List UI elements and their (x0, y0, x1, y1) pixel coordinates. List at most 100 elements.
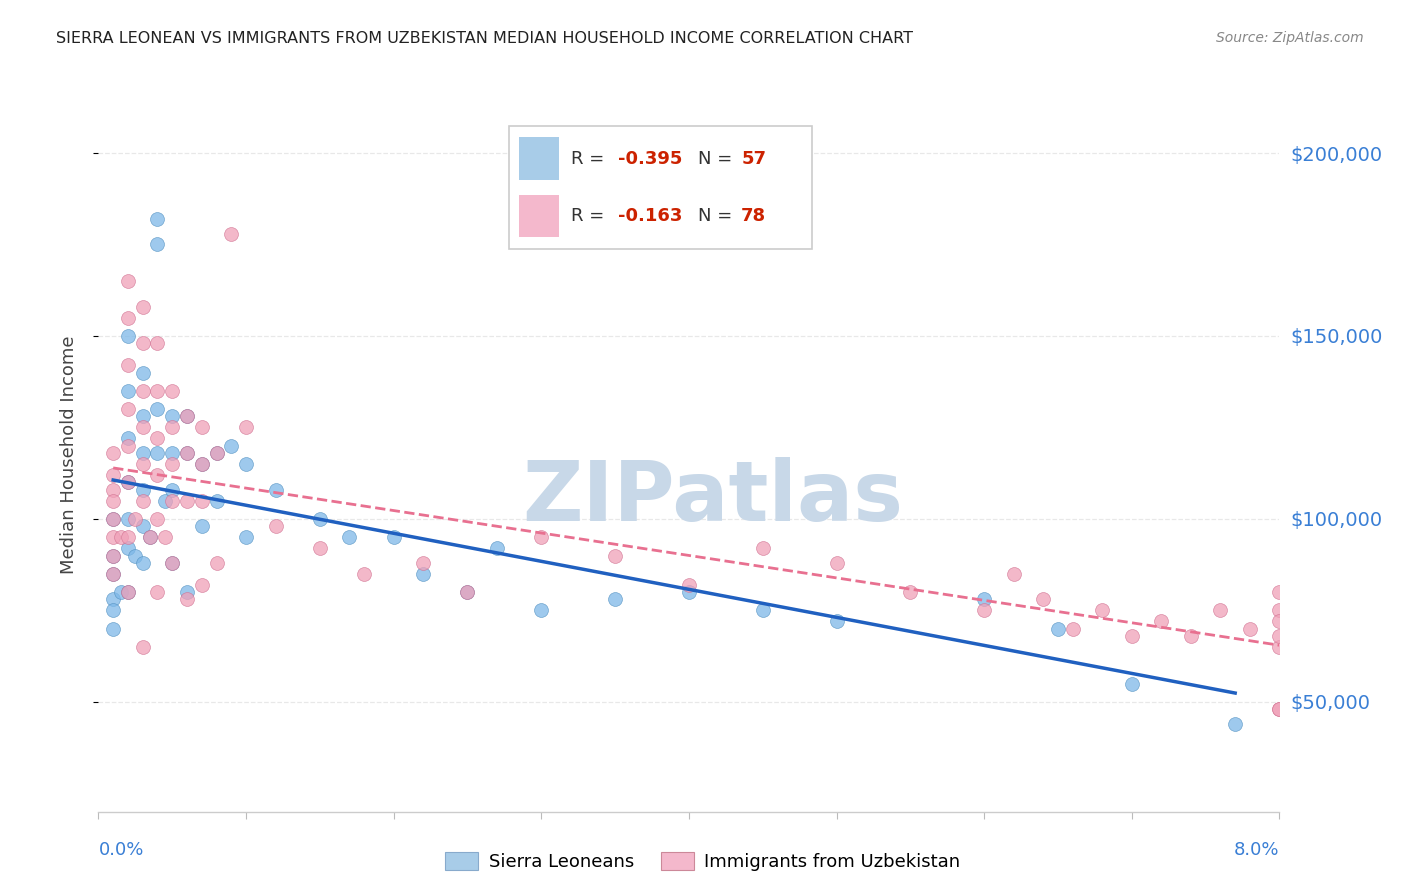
Point (117, 384, 139, 398)
Point (103, 493, 125, 508)
Point (1046, 622, 1069, 636)
Point (825, 556, 848, 570)
Point (139, 530, 162, 544)
Point (1180, 629, 1202, 643)
Point (751, 541, 773, 556)
Point (191, 493, 214, 508)
Point (132, 519, 155, 533)
Point (117, 402, 139, 417)
Point (117, 585, 139, 599)
Point (825, 615, 848, 629)
Point (146, 384, 169, 398)
Point (412, 556, 434, 570)
Point (103, 512, 125, 526)
Point (162, 409, 183, 424)
Text: Source: ZipAtlas.com: Source: ZipAtlas.com (1216, 31, 1364, 45)
Point (382, 530, 405, 544)
Point (1121, 676, 1143, 690)
Point (146, 211, 169, 226)
Point (308, 512, 332, 526)
Point (153, 493, 176, 508)
Text: 0.0%: 0.0% (98, 841, 143, 859)
Point (605, 549, 627, 563)
Point (103, 603, 125, 617)
Point (176, 409, 198, 424)
Point (124, 512, 146, 526)
Point (103, 446, 125, 460)
Point (146, 585, 169, 599)
Point (146, 237, 169, 252)
Point (264, 519, 287, 533)
Point (132, 420, 155, 434)
Text: 78: 78 (741, 207, 766, 225)
Point (162, 556, 183, 570)
Point (235, 457, 257, 471)
Point (191, 457, 214, 471)
Point (146, 402, 169, 417)
Point (103, 549, 125, 563)
Point (117, 310, 139, 325)
Point (117, 439, 139, 453)
Text: -0.163: -0.163 (617, 207, 682, 225)
Point (1268, 585, 1291, 599)
Point (1032, 592, 1054, 607)
Point (751, 603, 773, 617)
Point (1062, 622, 1084, 636)
Point (191, 457, 214, 471)
Point (146, 468, 169, 483)
Point (146, 446, 169, 460)
Point (132, 409, 155, 424)
Point (132, 366, 155, 380)
Point (605, 592, 627, 607)
Point (132, 493, 155, 508)
Point (973, 592, 995, 607)
Point (1268, 615, 1291, 629)
Text: N =: N = (697, 207, 738, 225)
Point (176, 592, 198, 607)
Point (162, 483, 183, 497)
Point (176, 446, 198, 460)
Text: 8.0%: 8.0% (1234, 841, 1279, 859)
Point (176, 493, 198, 508)
Point (900, 585, 922, 599)
Point (176, 585, 198, 599)
Point (110, 530, 132, 544)
Point (162, 384, 183, 398)
Point (146, 432, 169, 446)
Point (117, 274, 139, 288)
Point (235, 420, 257, 434)
Point (176, 446, 198, 460)
Point (1209, 603, 1232, 617)
Bar (519, 137, 558, 180)
Point (117, 530, 139, 544)
Point (117, 329, 139, 343)
Point (973, 603, 995, 617)
Point (1091, 603, 1114, 617)
Point (162, 493, 183, 508)
Point (103, 549, 125, 563)
Point (132, 300, 155, 314)
Point (117, 585, 139, 599)
Point (103, 483, 125, 497)
Point (162, 446, 183, 460)
Point (456, 585, 478, 599)
Point (219, 227, 242, 241)
Point (1223, 717, 1246, 731)
Point (103, 566, 125, 581)
Text: SIERRA LEONEAN VS IMMIGRANTS FROM UZBEKISTAN MEDIAN HOUSEHOLD INCOME CORRELATION: SIERRA LEONEAN VS IMMIGRANTS FROM UZBEKI… (56, 31, 914, 46)
Point (1121, 629, 1143, 643)
Point (205, 446, 228, 460)
Text: 57: 57 (741, 150, 766, 168)
Point (412, 566, 434, 581)
Text: -0.395: -0.395 (617, 150, 682, 168)
Point (153, 530, 176, 544)
Point (103, 530, 125, 544)
Text: ZIPatlas: ZIPatlas (522, 458, 903, 538)
Point (132, 384, 155, 398)
Point (117, 475, 139, 490)
Point (146, 512, 169, 526)
Point (103, 592, 125, 607)
Point (132, 446, 155, 460)
Point (139, 530, 162, 544)
Point (1268, 702, 1291, 716)
